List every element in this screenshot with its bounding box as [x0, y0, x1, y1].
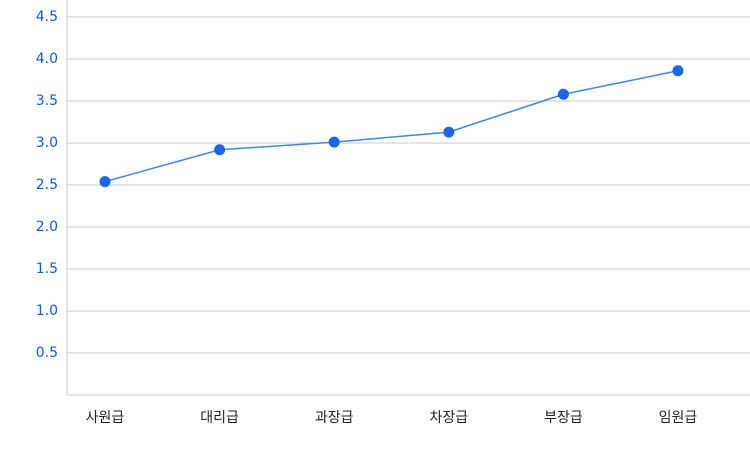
y-tick-label: 2.0: [36, 219, 58, 235]
x-tick-label: 부장급: [544, 410, 583, 426]
y-tick-label: 2.5: [36, 177, 58, 193]
x-tick-label: 차장급: [429, 410, 468, 426]
point: [214, 144, 226, 156]
y-tick-label: 3.5: [36, 93, 58, 109]
point: [557, 88, 569, 100]
x-tick-label: 사원급: [86, 410, 125, 426]
y-tick-label: 1.5: [36, 261, 58, 277]
point: [672, 65, 684, 77]
y-tick-label: 4.5: [36, 9, 58, 25]
point: [443, 126, 455, 138]
line: [104, 70, 679, 183]
point: [99, 176, 111, 188]
point: [328, 136, 340, 148]
y-tick-label: 1.0: [36, 303, 58, 319]
x-tick-label: 임원급: [659, 410, 698, 426]
y-tick-label: 4.0: [36, 51, 58, 67]
y-tick-label: 3.0: [36, 135, 58, 151]
x-tick-label: 대리급: [200, 410, 239, 426]
y-tick-label: 0.5: [36, 345, 58, 361]
x-tick-label: 과장급: [315, 410, 354, 426]
